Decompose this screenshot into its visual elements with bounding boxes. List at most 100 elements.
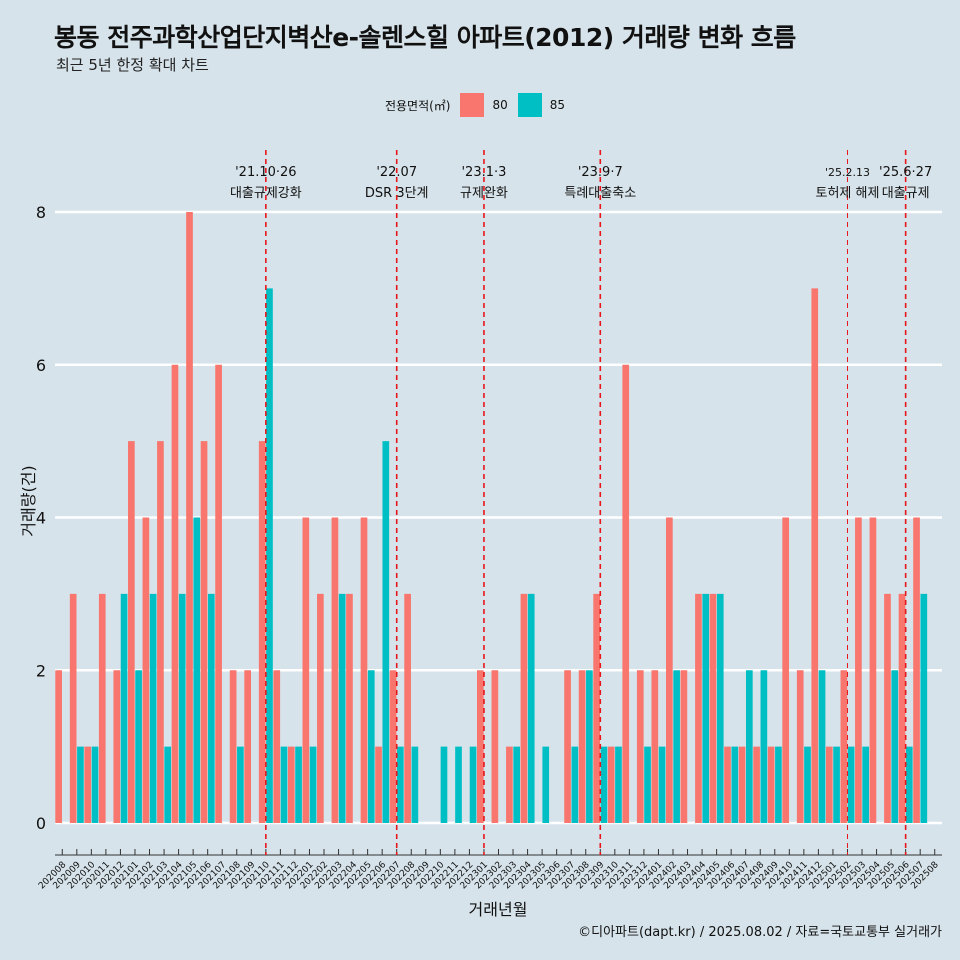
bar-80-202406 [724,746,731,823]
y-tick-label: 6 [36,356,46,375]
bar-80-202111 [273,670,281,823]
bar-80-202503 [855,517,862,823]
bar-85-202408 [760,670,768,823]
event-label: 대출규제강화 [230,186,302,201]
bar-80-202011 [98,593,106,823]
bar-80-202206 [375,746,382,823]
bar-80-202103 [157,441,164,823]
bar-80-202408 [753,746,760,823]
bar-80-202405 [709,593,717,823]
bar-85-202505 [891,670,899,823]
bar-85-202405 [716,593,724,823]
bar-80-202302 [491,670,499,823]
bar-80-202207 [389,670,397,823]
legend-label-85: 85 [549,98,566,112]
bar-85-202210 [440,746,448,823]
event-label: 대출규제 [882,186,930,201]
legend-title: 전용면적(㎡) [384,98,451,113]
bar-80-202312 [636,670,644,823]
bar-80-202412 [811,288,819,823]
bar-80-202105 [186,212,193,823]
y-tick-label: 8 [36,203,46,222]
bar-80-202409 [767,746,775,823]
bar-80-202308 [578,670,586,823]
bar-85-202205 [367,670,375,823]
bar-80-202108 [229,670,237,823]
bar-85-202309 [600,746,608,823]
bar-85-202104 [178,593,186,823]
event-date: '23.1·3 [461,165,506,180]
bar-80-202410 [782,517,790,823]
legend-swatch-80 [460,93,485,117]
bar-85-202201 [309,746,317,823]
bar-80-202304 [520,593,528,823]
bar-85-202304 [527,593,535,823]
bar-85-202506 [905,746,913,823]
bar-80-202110 [258,441,266,823]
bar-80-202507 [913,517,920,823]
bar-80-202301 [476,670,484,823]
bar-85-202208 [411,746,419,823]
x-axis-title: 거래년월 [469,900,528,919]
bar-85-202203 [338,593,346,823]
bar-85-202501 [833,746,840,823]
bar-80-202204 [346,593,353,823]
bar-85-202307 [571,746,579,823]
bar-85-202402 [673,670,680,823]
bar-85-202110 [266,288,273,823]
bar-80-202505 [884,593,891,823]
bar-85-202211 [455,746,462,823]
bar-80-202310 [607,746,615,823]
bar-80-202311 [622,364,630,823]
y-tick-label: 4 [36,509,46,528]
y-axis-title: 거래량(건) [19,465,38,536]
bar-80-202112 [287,746,295,823]
bar-80-202202 [317,593,324,823]
event-label: 특례대출축소 [564,186,636,201]
bar-85-202012 [120,593,128,823]
source-caption: ©디아파트(dapt.kr) / 2025.08.02 / 자료=국토교통부 실… [578,925,942,940]
bar-85-202207 [397,746,404,823]
event-label: DSR 3단계 [365,186,429,201]
bar-80-202502 [840,670,848,823]
bar-85-202406 [731,746,739,823]
bar-85-202009 [77,746,84,823]
bar-85-202212 [469,746,477,823]
legend: 전용면적(㎡) 80 85 [0,93,960,117]
bar-80-202201 [302,517,310,823]
bar-85-202103 [164,746,172,823]
bar-85-202312 [644,746,651,823]
bar-80-202411 [796,670,804,823]
bar-80-202504 [869,517,877,823]
y-tick-label: 0 [36,814,46,833]
bar-80-202407 [738,746,746,823]
event-date: '23.9·7 [578,165,623,180]
event-date: '25.6·27 [879,165,932,180]
bar-80-202303 [506,746,513,823]
event-date: '22.07 [376,165,417,180]
bar-80-202404 [695,593,702,823]
legend-swatch-85 [517,93,542,117]
event-date: '25.2.13 [825,166,870,179]
bar-85-202305 [542,746,550,823]
event-label: 규제완화 [460,186,508,201]
legend-label-80: 80 [492,98,508,112]
bar-85-202010 [91,746,99,823]
bar-80-202009 [69,593,77,823]
bar-85-202112 [295,746,302,823]
bar-80-202307 [564,670,571,823]
bar-85-202412 [818,670,826,823]
bar-80-202402 [666,517,673,823]
bar-85-202106 [207,593,215,823]
bar-85-202303 [513,746,521,823]
bar-85-202409 [775,746,782,823]
bar-85-202206 [382,441,390,823]
event-date: '21.10·26 [235,165,296,180]
bar-80-202309 [593,593,600,823]
bar-80-202008 [55,670,62,823]
bar-85-202401 [658,746,666,823]
bar-80-202104 [171,364,179,823]
bar-80-202109 [244,670,252,823]
bar-80-202501 [825,746,833,823]
